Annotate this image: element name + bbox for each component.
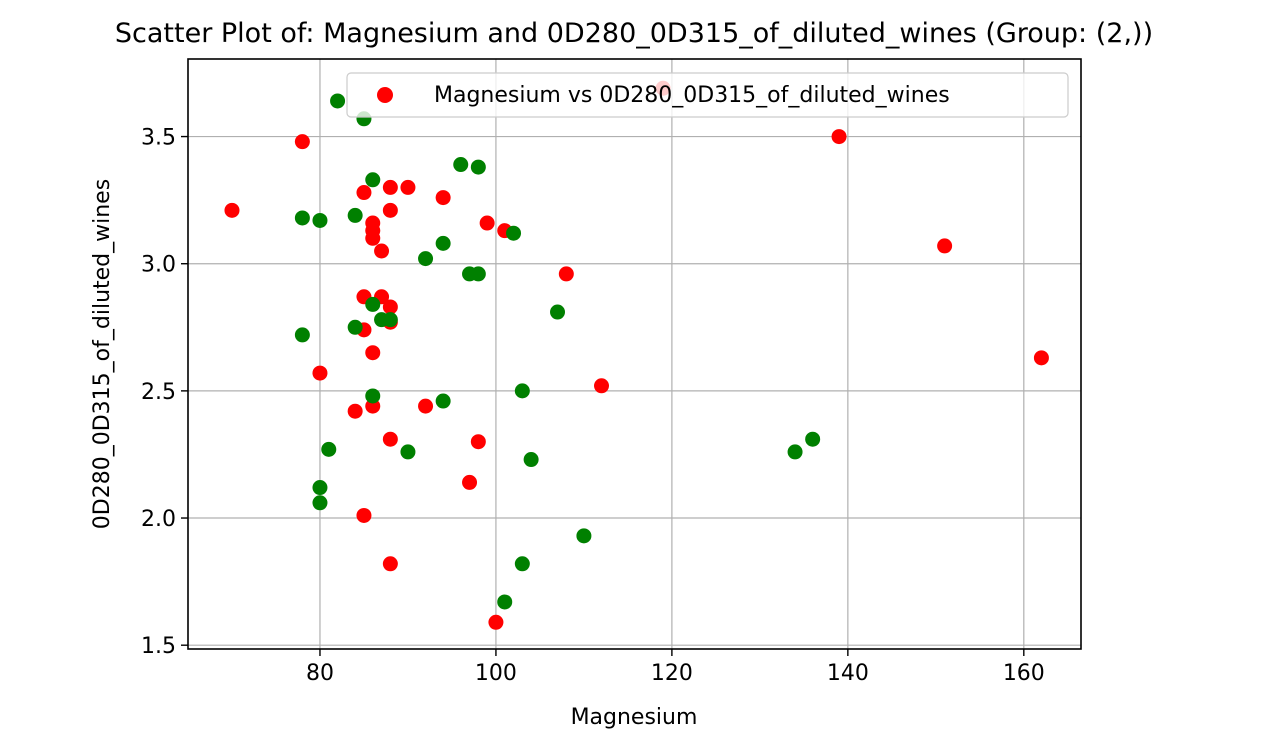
scatter-point-series-2 (418, 251, 434, 267)
grid-lines (188, 59, 1081, 649)
scatter-point-series-1 (382, 202, 398, 218)
x-tick-label: 80 (306, 661, 334, 686)
scatter-point-series-2 (514, 383, 530, 399)
y-tick-label: 3.5 (141, 126, 176, 151)
scatter-point-series-2 (787, 444, 803, 460)
scatter-point-series-2 (312, 212, 328, 228)
scatter-point-series-2 (805, 431, 821, 447)
scatter-point-series-2 (435, 393, 451, 409)
legend: Magnesium vs 0D280_0D315_of_diluted_wine… (346, 72, 1069, 118)
scatter-point-series-2 (294, 210, 310, 226)
y-axis-label: 0D280_0D315_of_diluted_wines (90, 179, 115, 529)
scatter-point-series-2 (347, 319, 363, 335)
scatter-point-series-1 (462, 474, 478, 490)
plot-area-frame (187, 58, 1082, 650)
scatter-point-series-2 (470, 266, 486, 282)
scatter-point-series-1 (937, 238, 953, 254)
scatter-point-series-2 (330, 93, 346, 109)
scatter-point-series-1 (382, 556, 398, 572)
y-axis-ticks: 1.5 2.0 2.5 3.0 3.5 (141, 126, 188, 659)
scatter-point-series-1 (312, 365, 328, 381)
scatter-point-series-2 (347, 207, 363, 223)
y-tick-label: 1.5 (141, 634, 176, 659)
scatter-point-series-1 (1033, 350, 1049, 366)
x-tick-label: 100 (475, 661, 517, 686)
scatter-point-series-2 (365, 388, 381, 404)
scatter-point-series-1 (294, 134, 310, 150)
scatter-point-series-1 (470, 434, 486, 450)
scatter-point-series-2 (497, 594, 513, 610)
legend-box (346, 72, 1069, 118)
scatter-point-series-2 (365, 172, 381, 188)
scatter-point-series-1 (374, 243, 390, 259)
x-tick-label: 120 (651, 661, 693, 686)
x-tick-label: 140 (827, 661, 869, 686)
scatter-point-series-1 (418, 398, 434, 414)
scatter-point-series-2 (550, 304, 566, 320)
data-points (224, 80, 1049, 630)
scatter-point-series-1 (382, 299, 398, 315)
scatter-point-series-2 (294, 327, 310, 343)
scatter-point-series-1 (488, 614, 504, 630)
scatter-point-series-1 (224, 202, 240, 218)
scatter-point-series-2 (312, 495, 328, 511)
x-axis-ticks: 80 100 120 140 160 (306, 649, 1045, 686)
scatter-point-series-2 (435, 235, 451, 251)
scatter-point-series-1 (594, 378, 610, 394)
scatter-point-series-1 (347, 403, 363, 419)
scatter-point-series-2 (470, 159, 486, 175)
scatter-point-series-2 (514, 556, 530, 572)
scatter-point-series-1 (356, 185, 372, 201)
y-tick-label: 2.0 (141, 507, 176, 532)
scatter-point-series-1 (435, 190, 451, 206)
legend-label: Magnesium vs 0D280_0D315_of_diluted_wine… (434, 83, 950, 108)
scatter-point-series-2 (312, 480, 328, 496)
y-tick-label: 3.0 (141, 253, 176, 278)
scatter-point-series-2 (523, 452, 539, 468)
scatter-point-series-1 (365, 230, 381, 246)
scatter-point-series-2 (453, 157, 469, 173)
legend-marker (377, 87, 393, 103)
scatter-point-series-2 (321, 441, 337, 457)
scatter-point-series-2 (576, 528, 592, 544)
scatter-point-series-1 (558, 266, 574, 282)
scatter-point-series-1 (382, 431, 398, 447)
scatter-point-series-1 (356, 507, 372, 523)
scatter-point-series-1 (400, 179, 416, 195)
scatter-point-series-1 (831, 129, 847, 145)
scatter-point-series-2 (382, 312, 398, 328)
scatter-point-series-1 (382, 179, 398, 195)
scatter-point-series-2 (400, 444, 416, 460)
scatter-point-series-2 (365, 296, 381, 312)
chart-title: Scatter Plot of: Magnesium and 0D280_0D3… (115, 18, 1153, 49)
y-tick-label: 2.5 (141, 380, 176, 405)
scatter-point-series-1 (365, 345, 381, 361)
scatter-point-series-2 (506, 225, 522, 241)
scatter-point-series-1 (479, 215, 495, 231)
x-axis-label: Magnesium (571, 705, 698, 730)
x-tick-label: 160 (1003, 661, 1045, 686)
